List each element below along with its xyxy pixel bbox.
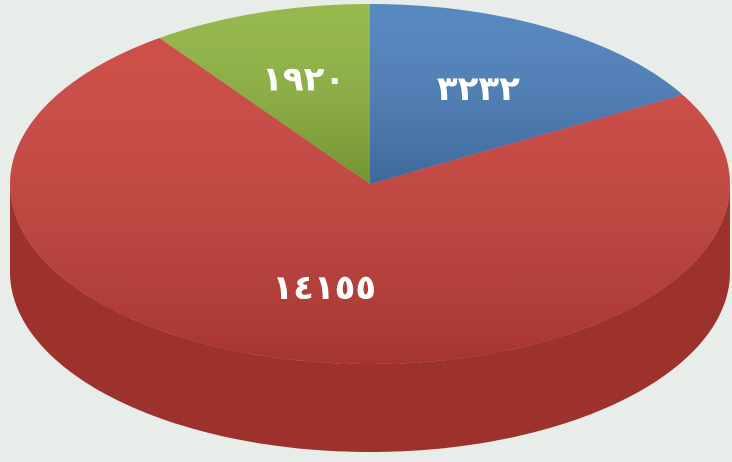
slice-shade [159, 4, 370, 184]
data-label: ٣٢٣٢ [437, 69, 520, 109]
data-label: ١٤١٥٥ [272, 268, 376, 308]
slice-shade [370, 4, 683, 184]
slice-side [10, 184, 730, 452]
slice-shade [10, 38, 730, 364]
data-label: ١٩٢٠ [262, 60, 345, 100]
